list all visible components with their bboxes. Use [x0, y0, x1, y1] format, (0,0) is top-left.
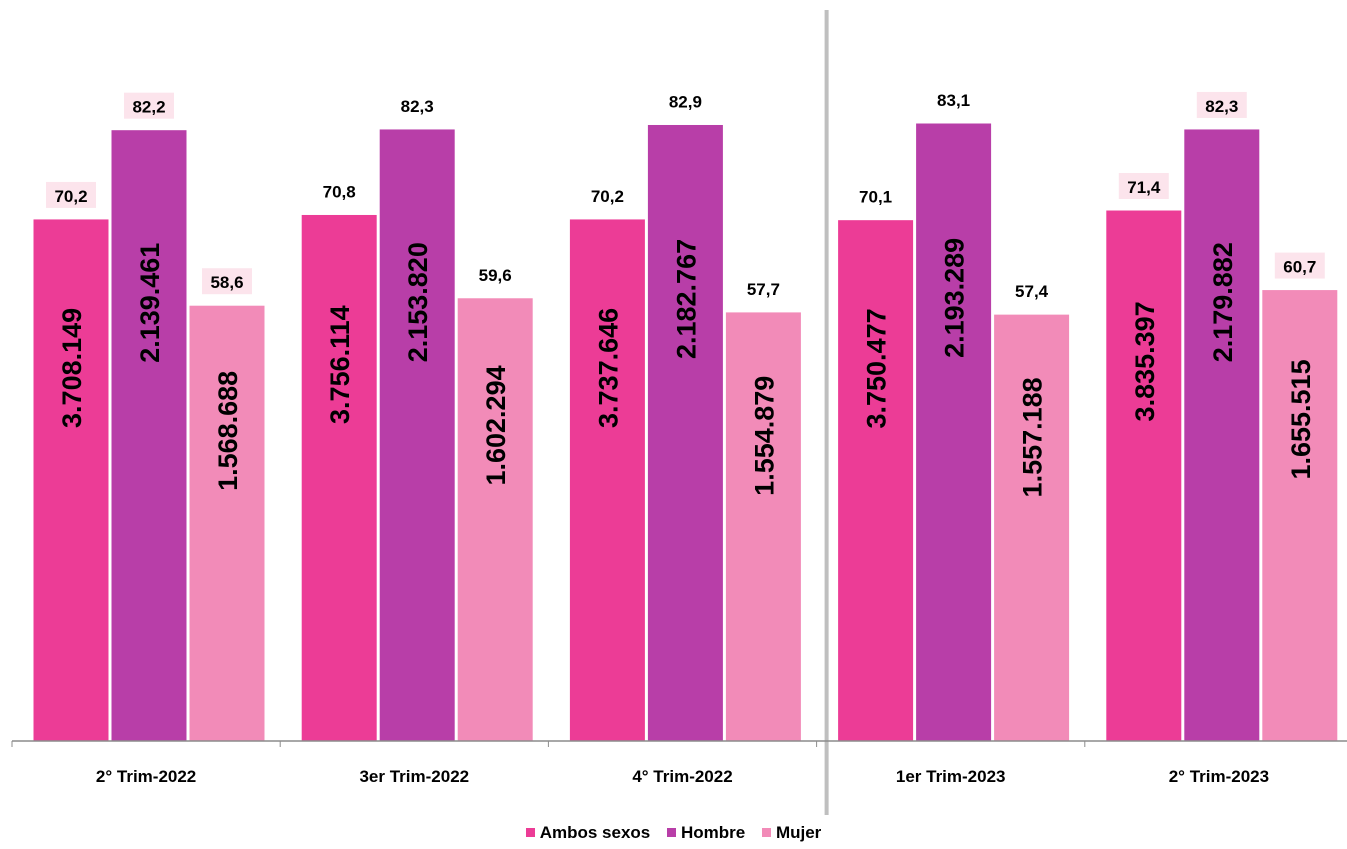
bar	[915, 122, 993, 742]
count-label: 1.655.515	[1286, 359, 1316, 479]
value-label: 60,7	[1283, 258, 1316, 277]
bar	[568, 218, 646, 742]
count-label: 2.182.767	[671, 239, 701, 359]
bar	[456, 297, 534, 742]
value-label: 83,1	[937, 91, 970, 110]
legend-swatch-ambos-sexos	[525, 828, 535, 837]
value-label: 70,8	[323, 182, 356, 201]
legend-item-hombre: Hombre	[666, 822, 746, 843]
bar	[646, 123, 724, 742]
legend-swatch-hombre	[666, 828, 676, 837]
value-label: 82,9	[669, 92, 702, 111]
count-label: 3.737.646	[593, 308, 623, 428]
value-label: 70,2	[591, 187, 624, 206]
legend-swatch-mujer	[761, 828, 771, 837]
legend-label-hombre: Hombre	[680, 822, 746, 842]
bar	[993, 313, 1071, 742]
count-label: 2.179.882	[1208, 242, 1238, 362]
value-label: 70,2	[54, 187, 87, 206]
category-label: 3er Trim-2022	[359, 767, 469, 786]
count-label: 1.602.294	[481, 365, 511, 485]
bar	[1105, 209, 1183, 742]
category-label: 4° Trim-2022	[632, 767, 732, 786]
value-label-highlight	[1274, 252, 1325, 279]
value-label-highlight	[124, 92, 174, 119]
legend-label-ambos-sexos: Ambos sexos	[539, 822, 651, 842]
category-label: 2° Trim-2022	[96, 767, 196, 786]
value-label: 82,2	[132, 98, 165, 117]
count-label: 1.554.879	[749, 376, 779, 496]
value-label-highlight	[202, 268, 252, 295]
count-label: 1.568.688	[213, 371, 243, 491]
bar	[1261, 289, 1339, 742]
bar	[300, 213, 378, 742]
value-label: 71,4	[1127, 178, 1161, 197]
value-label: 82,3	[401, 97, 434, 116]
bar	[32, 218, 110, 742]
category-label: 1er Trim-2023	[896, 767, 1006, 786]
count-label: 2.139.461	[135, 243, 165, 363]
value-label-highlight	[46, 181, 96, 208]
bar	[1183, 128, 1261, 742]
count-label: 3.835.397	[1130, 301, 1160, 421]
legend-label-mujer: Mujer	[775, 822, 822, 842]
bar	[724, 311, 802, 742]
bar	[378, 128, 456, 742]
value-label-highlight	[1118, 173, 1169, 200]
value-label: 59,6	[479, 266, 512, 285]
bar	[837, 219, 915, 742]
bar	[110, 129, 188, 742]
bar-chart-svg: 70,2 3.708.149 82,2 2.139.461 58,6 1.568.688 2…	[11, 10, 1347, 815]
legend: Ambos sexos Hombre Mujer	[0, 822, 1347, 843]
value-label: 82,3	[1205, 97, 1238, 116]
count-label: 3.750.477	[862, 308, 892, 428]
value-label: 70,1	[859, 188, 892, 207]
bar	[188, 304, 266, 742]
legend-item-mujer: Mujer	[761, 822, 822, 843]
count-label: 3.708.149	[57, 308, 87, 428]
value-label: 57,4	[1015, 282, 1049, 301]
value-label-highlight	[1196, 91, 1247, 118]
count-label: 1.557.188	[1018, 377, 1048, 497]
category-label: 2° Trim-2023	[1169, 767, 1269, 786]
value-label: 57,7	[747, 280, 780, 299]
value-label: 58,6	[210, 273, 243, 292]
count-label: 2.153.820	[403, 242, 433, 362]
count-label: 3.756.114	[325, 305, 355, 424]
legend-item-ambos-sexos: Ambos sexos	[525, 822, 651, 843]
count-label: 2.193.289	[940, 238, 970, 358]
